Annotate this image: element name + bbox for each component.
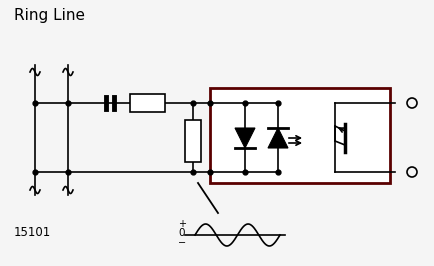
Bar [210,88,389,183]
Bar [184,120,201,162]
Polygon shape [234,128,254,148]
Text: −: − [178,238,186,248]
Text: 0: 0 [178,228,184,238]
Text: 15101: 15101 [14,226,51,239]
Polygon shape [267,128,287,148]
Text: Ring Line: Ring Line [14,8,85,23]
Text: +: + [178,219,186,229]
Bar [130,94,164,112]
